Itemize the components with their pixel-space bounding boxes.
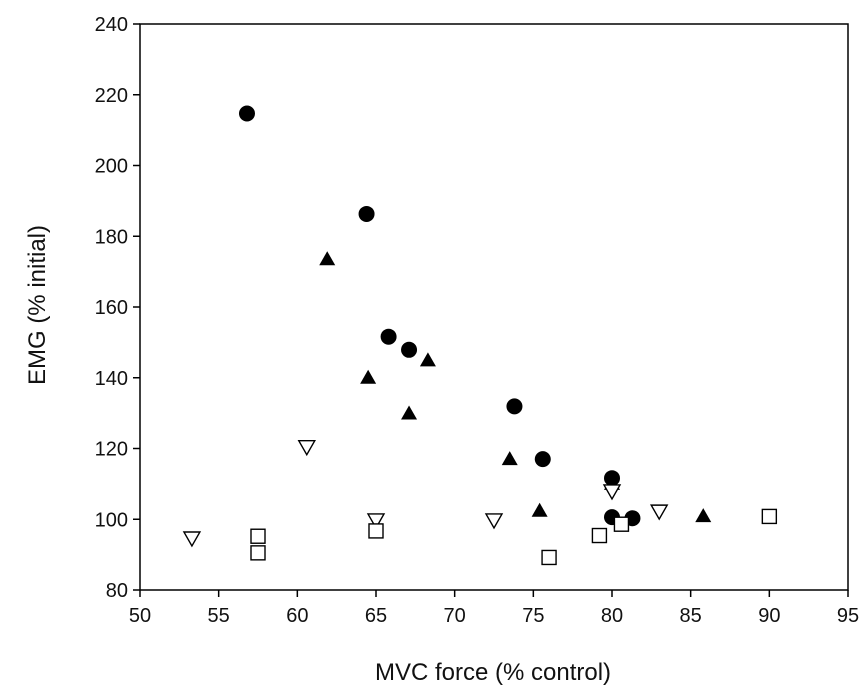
data-point — [484, 513, 504, 530]
data-points — [182, 105, 778, 566]
data-point — [534, 451, 551, 468]
data-point — [401, 341, 418, 358]
data-point — [182, 531, 202, 548]
x-tick-label: 55 — [208, 605, 230, 627]
y-tick-label: 120 — [95, 439, 128, 461]
x-tick-label: 60 — [286, 605, 308, 627]
x-tick-label: 65 — [365, 605, 387, 627]
data-point — [250, 545, 266, 561]
data-point — [695, 508, 712, 523]
series-filled-triangle-up — [319, 251, 712, 523]
y-tick-label: 160 — [95, 297, 128, 319]
y-tick-label: 140 — [95, 368, 128, 390]
x-tick-label: 85 — [680, 605, 702, 627]
data-point — [360, 369, 377, 384]
x-tick-label: 95 — [837, 605, 859, 627]
data-point — [366, 513, 386, 530]
data-point — [541, 549, 557, 566]
data-point — [319, 251, 336, 266]
data-point — [297, 440, 316, 457]
series-open-triangle-down — [182, 440, 669, 548]
x-tick-label: 75 — [522, 605, 544, 627]
x-tick-label: 70 — [444, 605, 466, 627]
y-tick-label: 100 — [95, 509, 128, 531]
data-point — [761, 508, 778, 525]
x-tick-label: 80 — [601, 605, 623, 627]
y-axis-title: EMG (% initial) — [24, 225, 51, 385]
x-tick-label: 50 — [129, 605, 151, 627]
y-tick-label: 200 — [95, 156, 128, 178]
data-point — [419, 352, 436, 367]
data-point — [506, 398, 523, 415]
y-tick-label: 240 — [95, 14, 128, 36]
x-axis-title: MVC force (% control) — [375, 659, 611, 686]
data-point — [613, 516, 630, 532]
y-tick-label: 220 — [95, 85, 128, 107]
x-tick-label: 90 — [758, 605, 780, 627]
data-point — [250, 528, 266, 544]
series-open-square — [250, 508, 778, 566]
x-axis: 50 55 60 65 70 75 80 85 90 95 — [129, 590, 859, 627]
data-point — [531, 502, 548, 517]
data-point — [501, 451, 518, 466]
y-axis: 80 100 120 140 160 180 200 220 240 — [95, 14, 140, 602]
data-point — [401, 405, 418, 420]
series-filled-circle — [238, 105, 641, 527]
data-point — [602, 484, 622, 501]
y-tick-label: 180 — [95, 226, 128, 248]
data-point — [238, 105, 255, 122]
data-point — [358, 205, 375, 222]
data-point — [649, 504, 669, 521]
y-tick-label: 80 — [106, 580, 128, 602]
data-point — [380, 328, 397, 345]
data-point — [591, 527, 608, 544]
data-point — [368, 523, 384, 539]
